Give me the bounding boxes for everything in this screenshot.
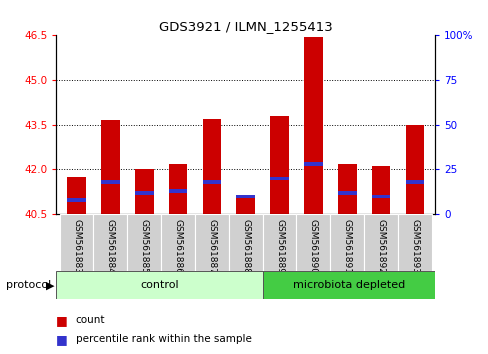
Bar (304, 37, 322, 214)
Bar (67, 198, 86, 202)
Text: GSM561884: GSM561884 (106, 219, 115, 274)
Bar (127, 214, 161, 271)
Bar (364, 214, 397, 271)
Bar (371, 166, 389, 214)
Text: GSM561883: GSM561883 (72, 219, 81, 274)
Bar (304, 162, 322, 166)
Bar (228, 214, 262, 271)
Text: GSM561890: GSM561890 (308, 219, 317, 274)
Text: ■: ■ (56, 314, 68, 327)
Title: GDS3921 / ILMN_1255413: GDS3921 / ILMN_1255413 (159, 20, 332, 33)
Bar (270, 116, 288, 214)
Text: count: count (76, 315, 105, 325)
Bar (101, 180, 120, 184)
Bar (101, 120, 120, 214)
Bar (93, 214, 127, 271)
Text: ■: ■ (56, 333, 68, 346)
Bar (263, 271, 434, 299)
Bar (337, 164, 356, 214)
Bar (405, 125, 424, 214)
Text: GSM561886: GSM561886 (173, 219, 182, 274)
Text: GSM561887: GSM561887 (207, 219, 216, 274)
Bar (270, 177, 288, 180)
Bar (329, 214, 364, 271)
Bar (236, 194, 255, 198)
Bar (202, 119, 221, 214)
Bar (296, 214, 329, 271)
Text: GSM561885: GSM561885 (140, 219, 148, 274)
Bar (397, 214, 431, 271)
Text: GSM561892: GSM561892 (376, 219, 385, 274)
Text: GSM561888: GSM561888 (241, 219, 250, 274)
Bar (168, 189, 187, 193)
Bar (236, 196, 255, 214)
Text: percentile rank within the sample: percentile rank within the sample (76, 334, 251, 344)
Bar (202, 180, 221, 184)
Text: GSM561891: GSM561891 (342, 219, 351, 274)
Bar (135, 191, 153, 194)
Bar (262, 214, 296, 271)
Bar (135, 170, 153, 214)
Bar (195, 214, 228, 271)
Bar (60, 214, 93, 271)
Text: GSM561893: GSM561893 (409, 219, 419, 274)
Bar (405, 180, 424, 184)
Bar (337, 191, 356, 194)
Text: GSM561889: GSM561889 (274, 219, 284, 274)
Text: control: control (140, 280, 179, 290)
Text: ▶: ▶ (45, 280, 54, 290)
Bar (56, 271, 263, 299)
Text: microbiota depleted: microbiota depleted (292, 280, 405, 290)
Bar (371, 194, 389, 198)
Bar (161, 214, 195, 271)
Text: protocol: protocol (6, 280, 51, 290)
Bar (67, 177, 86, 214)
Bar (168, 164, 187, 214)
